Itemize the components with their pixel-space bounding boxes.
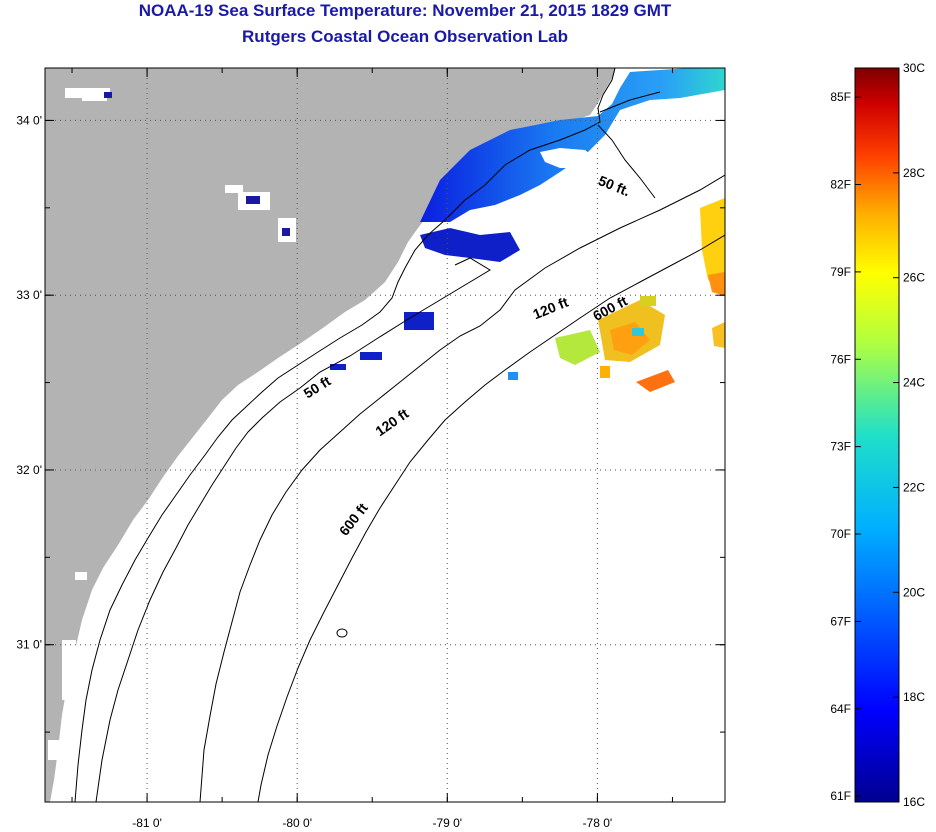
x-tick-label: -78 0' xyxy=(583,816,613,830)
bathymetry-contours xyxy=(74,68,725,802)
cold-patches xyxy=(330,228,520,370)
land-mass xyxy=(45,68,615,802)
map-subtitle: Rutgers Coastal Ocean Observation Lab xyxy=(242,27,568,46)
colorbar-fahrenheit-label: 79F xyxy=(830,265,851,279)
colorbar-fahrenheit-label: 85F xyxy=(830,90,851,104)
warm-sst-patches xyxy=(508,198,725,392)
y-tick-label: 34 0' xyxy=(16,113,42,127)
tick-marks xyxy=(45,68,725,802)
y-tick-label: 31 0' xyxy=(16,638,42,652)
contour-600ft xyxy=(257,234,725,802)
y-tick-label: 32 0' xyxy=(16,463,42,477)
colorbar-fahrenheit-label: 67F xyxy=(830,614,851,628)
x-tick-label: -80 0' xyxy=(282,816,312,830)
colorbar-fahrenheit-label: 82F xyxy=(830,178,851,192)
y-tick-label: 33 0' xyxy=(16,288,42,302)
colorbar-fahrenheit-label: 64F xyxy=(830,702,851,716)
colorbar-celsius-label: 22C xyxy=(903,480,925,494)
x-tick-label: -79 0' xyxy=(432,816,462,830)
colorbar-celsius-label: 28C xyxy=(903,166,925,180)
colorbar-fahrenheit-label: 73F xyxy=(830,440,851,454)
colorbar-celsius-label: 24C xyxy=(903,376,925,390)
colorbar-celsius-label: 16C xyxy=(903,795,925,809)
grid-lines xyxy=(45,68,725,802)
colorbar-celsius-label: 18C xyxy=(903,690,925,704)
colorbar-fahrenheit-label: 61F xyxy=(830,789,851,803)
colorbar-celsius-label: 20C xyxy=(903,585,925,599)
colorbar-celsius-label: 26C xyxy=(903,271,925,285)
colorbar-scale xyxy=(854,67,900,803)
shallow-water-white xyxy=(540,148,595,168)
axis-labels: -81 0' -80 0' -79 0' -78 0' 34 0' 33 0' 32 0' 3… xyxy=(16,113,612,830)
colorbar-celsius-label: 30C xyxy=(903,61,925,75)
map-title: NOAA-19 Sea Surface Temperature: Novembe… xyxy=(138,1,672,20)
land-cold-pixels xyxy=(104,92,290,236)
x-tick-label: -81 0' xyxy=(132,816,162,830)
map-frame xyxy=(44,67,726,803)
cloud-patches xyxy=(48,88,296,760)
contour-50ft xyxy=(95,91,661,802)
contour-120ft xyxy=(199,174,725,802)
colorbar-fahrenheit-label: 76F xyxy=(830,352,851,366)
colorbar: 30C 28C 26C 24C 22C 20C 18C 16C 85F 82F 79F 76F 73F 7… xyxy=(830,61,925,809)
colorbar-fahrenheit-label: 70F xyxy=(830,527,851,541)
cold-plume xyxy=(420,68,725,222)
coastline xyxy=(74,68,616,802)
